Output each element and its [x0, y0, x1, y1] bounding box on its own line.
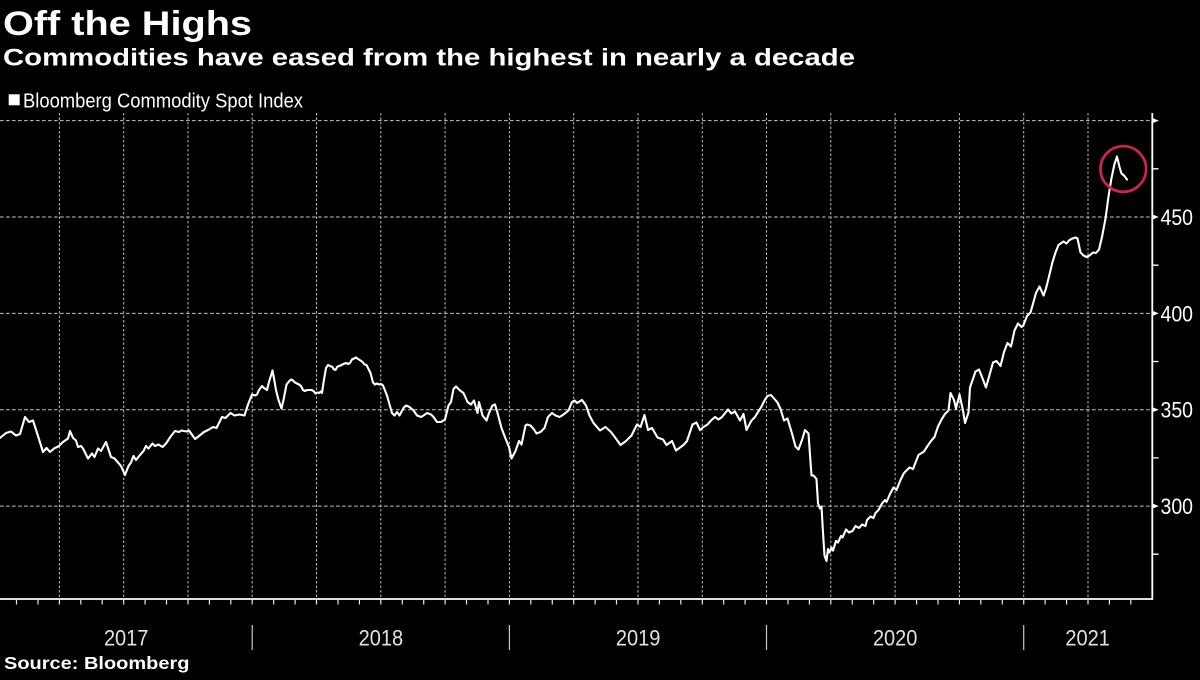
svg-text:Bloomberg Commodity Spot Index: Bloomberg Commodity Spot Index — [23, 91, 303, 113]
svg-text:300: 300 — [1161, 494, 1194, 519]
svg-text:2019: 2019 — [616, 626, 661, 651]
svg-text:Commodities have eased from th: Commodities have eased from the highest … — [3, 45, 855, 72]
svg-text:2021: 2021 — [1065, 626, 1110, 651]
svg-text:350: 350 — [1161, 398, 1194, 423]
svg-text:450: 450 — [1161, 205, 1194, 230]
svg-text:2017: 2017 — [104, 626, 149, 651]
svg-text:Off the Highs: Off the Highs — [3, 5, 252, 43]
svg-text:Source: Bloomberg: Source: Bloomberg — [4, 653, 190, 673]
svg-text:2020: 2020 — [873, 626, 918, 651]
svg-text:2018: 2018 — [359, 626, 404, 651]
svg-text:400: 400 — [1161, 301, 1194, 326]
